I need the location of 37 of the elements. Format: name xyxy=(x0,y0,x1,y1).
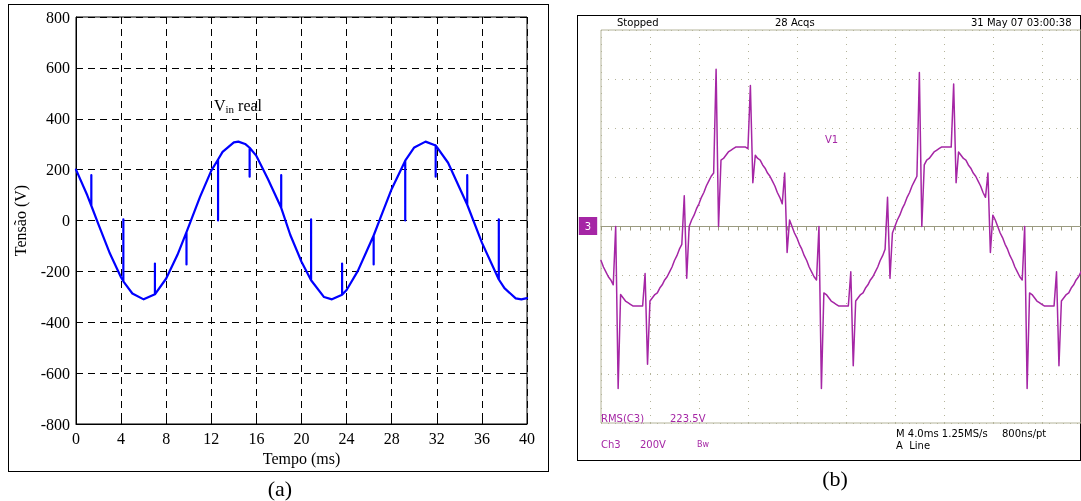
text: 28 Acqs xyxy=(775,16,815,28)
y-tick-label: 0 xyxy=(62,212,70,229)
line-series xyxy=(74,140,529,301)
x-tick-label: 20 xyxy=(293,429,310,447)
y-tick-label: -400 xyxy=(40,313,70,331)
x-tick-label: 8 xyxy=(162,429,171,447)
y-tick-label: -200 xyxy=(40,262,70,280)
y-tick-label: 800 xyxy=(46,8,70,26)
y-tick-label: 600 xyxy=(46,59,70,77)
text: RMS(C3) xyxy=(601,412,645,424)
x-tick-label: 24 xyxy=(338,429,355,447)
x-tick-label: 16 xyxy=(248,429,265,447)
text: M 4.0ms 1.25MS/s xyxy=(896,427,988,439)
text: 800ns/pt xyxy=(1002,427,1047,439)
text: 200V xyxy=(640,438,667,450)
x-axis-title: Tempo (ms) xyxy=(262,450,341,469)
text: A Line xyxy=(896,439,931,451)
y-tick-label: 200 xyxy=(46,161,70,179)
y-tick-label: -800 xyxy=(40,415,70,433)
x-tick-label: 28 xyxy=(383,429,400,447)
text: Stopped xyxy=(617,16,659,28)
text: 223.5V xyxy=(670,412,706,424)
annotation: V1 xyxy=(825,133,839,145)
text: (a) xyxy=(267,475,293,501)
x-tick-label: 36 xyxy=(473,429,490,447)
y-tick-label: 400 xyxy=(46,110,70,128)
x-tick-label: 4 xyxy=(117,429,126,447)
text: Bw xyxy=(697,439,710,449)
text: (b) xyxy=(822,465,848,491)
text: 31 May 07 03:00:38 xyxy=(971,16,1072,28)
y-axis-title: Tensão (V) xyxy=(11,184,30,257)
x-tick-label: 32 xyxy=(428,429,445,447)
text: Ch3 xyxy=(601,438,621,450)
y-tick-label: -600 xyxy=(40,364,70,382)
text: 3 xyxy=(584,220,592,232)
x-tick-label: 12 xyxy=(203,429,220,447)
x-tick-label: 40 xyxy=(519,429,535,447)
